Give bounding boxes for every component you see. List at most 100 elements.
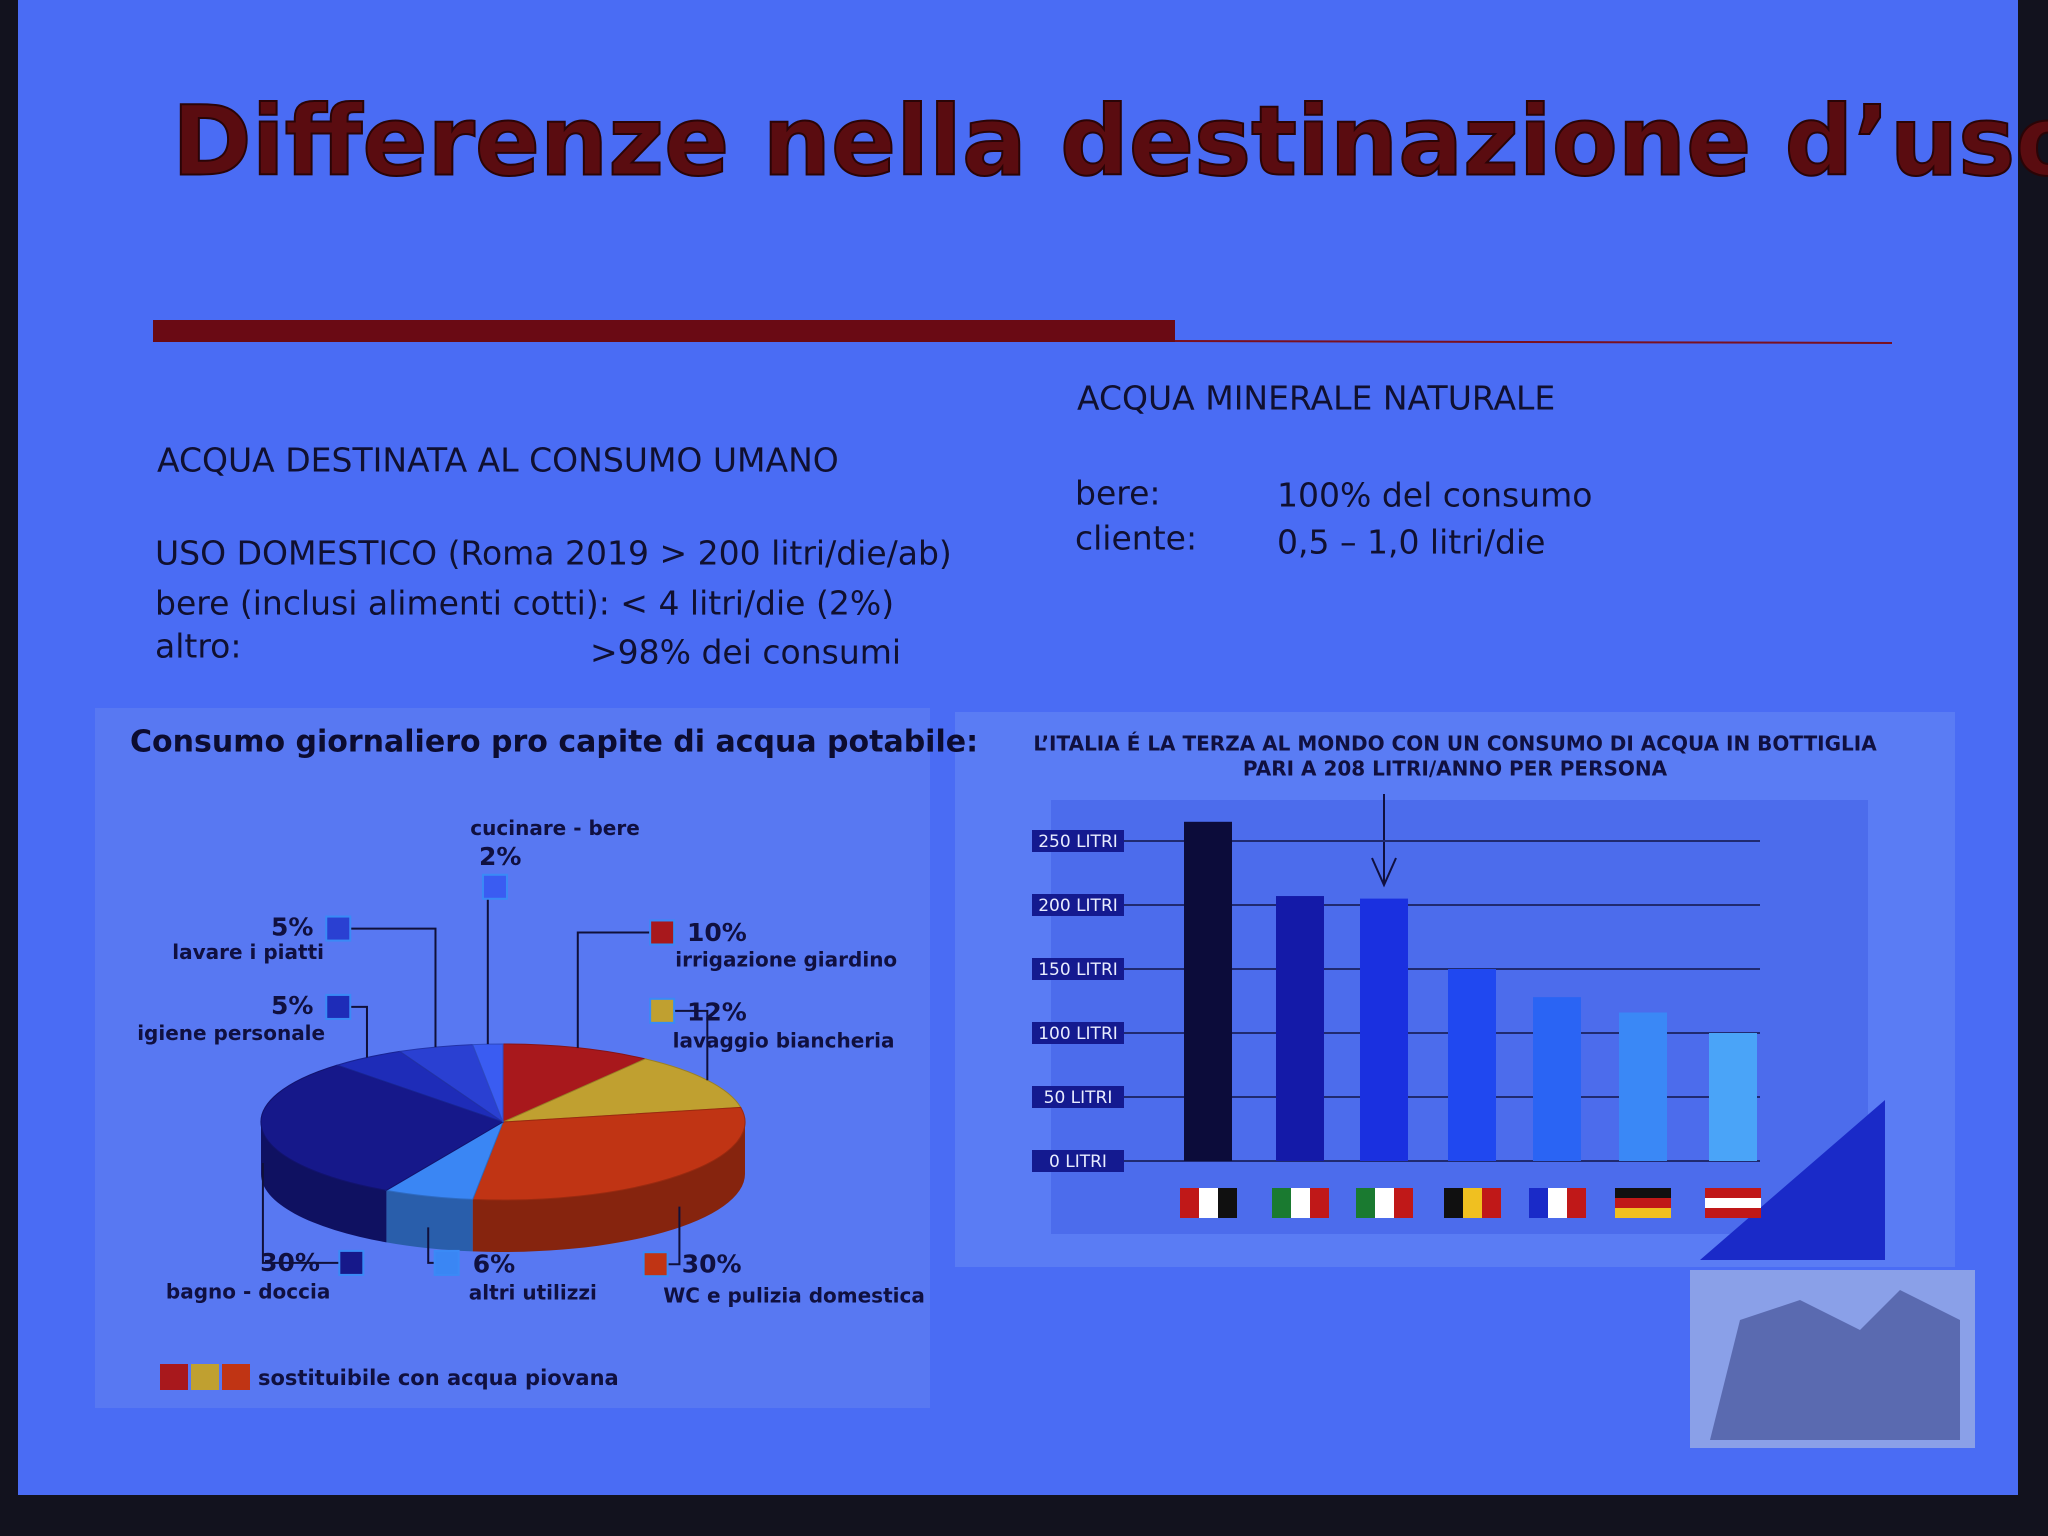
leader-line	[662, 1009, 709, 1081]
bar	[1709, 1033, 1757, 1161]
value-label: 5%	[271, 913, 313, 942]
pie-side	[261, 1122, 387, 1243]
bar	[1276, 896, 1324, 1161]
chart-title: PARI A 208 LITRI/ANNO PER PERSONA	[1243, 757, 1668, 781]
flag-stripe	[1444, 1188, 1463, 1218]
row-key: cliente:	[1075, 519, 1197, 558]
pie-slice	[471, 1106, 746, 1201]
leader-line	[576, 931, 663, 1048]
note: sostituibile con acqua piovana	[258, 1366, 619, 1390]
tick-tag	[1032, 1150, 1124, 1172]
flag-stripe	[1375, 1188, 1394, 1218]
text-line: bere (inclusi alimenti cotti): < 4 litri…	[155, 584, 894, 623]
leader-line	[261, 1162, 352, 1264]
flag-stripe	[1615, 1208, 1671, 1218]
flag-stripe	[1615, 1198, 1671, 1208]
legend-swatch	[338, 1249, 365, 1276]
value-label: 30%	[260, 1248, 320, 1277]
legend-swatch	[649, 919, 676, 946]
flag-stripe	[1356, 1188, 1375, 1218]
legend-swatch	[481, 873, 508, 900]
flag-stripe	[1705, 1188, 1761, 1198]
flag-stripe	[1180, 1188, 1199, 1218]
row-value: >98% dei consumi	[590, 633, 901, 672]
value-label: 5%	[271, 991, 313, 1020]
y-tick-label: 200 LITRI	[1038, 896, 1118, 916]
value-label: 2%	[479, 842, 521, 871]
pie-slice	[502, 1043, 647, 1123]
row-key: altro:	[155, 627, 241, 666]
row-value: 100% del consumo	[1277, 476, 1592, 515]
pie-slice	[471, 1043, 504, 1123]
flag-stripe	[1394, 1188, 1413, 1218]
value-label: 6%	[473, 1250, 515, 1279]
legend-swatch	[433, 1249, 460, 1276]
legend-swatch	[649, 997, 676, 1024]
text-line: USO DOMESTICO (Roma 2019 > 200 litri/die…	[155, 534, 952, 573]
flag-stripe	[1567, 1188, 1586, 1218]
bar	[1619, 1012, 1667, 1161]
y-tick-label: 150 LITRI	[1038, 960, 1118, 980]
flag-stripe	[1529, 1188, 1548, 1218]
bar	[1184, 821, 1232, 1161]
slice-label: lavare i piatti	[172, 940, 324, 964]
slice-label: irrigazione giardino	[675, 948, 897, 972]
value-label: 10%	[687, 918, 747, 947]
legend-swatch	[325, 915, 352, 942]
flag-stripe	[1463, 1188, 1482, 1218]
flag-stripe	[1548, 1188, 1567, 1218]
row-value: 0,5 – 1,0 litri/die	[1277, 523, 1545, 562]
y-tick-label: 50 LITRI	[1044, 1088, 1113, 1108]
legend-swatch	[325, 993, 352, 1020]
tick-tag	[1032, 958, 1124, 980]
title-bar	[153, 320, 1175, 342]
flag-stripe	[1615, 1188, 1671, 1198]
tick-tag	[1032, 894, 1124, 916]
flag-stripe	[1272, 1188, 1291, 1218]
flag-stripe	[1218, 1188, 1237, 1218]
heading: ACQUA MINERALE NATURALE	[1077, 379, 1555, 418]
bar	[1360, 898, 1408, 1161]
bar	[1448, 969, 1496, 1161]
slice-label: altri utilizzi	[469, 1281, 597, 1305]
flag-stripe	[1291, 1188, 1310, 1218]
note-swatch	[222, 1364, 250, 1390]
row-key: bere:	[1075, 474, 1161, 513]
flag-stripe	[1705, 1208, 1761, 1218]
chart-title: Consumo giornaliero pro capite di acqua …	[130, 725, 978, 760]
bar	[1533, 997, 1581, 1161]
value-label: 30%	[682, 1250, 742, 1279]
y-tick-label: 0 LITRI	[1049, 1152, 1107, 1172]
corner-shape	[1700, 1100, 1885, 1260]
pie-side	[472, 1122, 745, 1252]
slice-label: igiene personale	[137, 1021, 325, 1045]
pie-slice	[260, 1064, 505, 1191]
tick-tag	[1032, 830, 1124, 852]
legend-swatch	[642, 1251, 669, 1278]
pie-slice	[502, 1058, 742, 1123]
leader-line	[338, 927, 437, 1048]
slice-label: bagno - doccia	[166, 1279, 330, 1303]
flag-stripe	[1199, 1188, 1218, 1218]
flag-stripe	[1482, 1188, 1501, 1218]
slide-title: Differenze nella destinazione d’uso	[172, 85, 2048, 197]
slice-label: cucinare - bere	[470, 816, 640, 840]
slice-label: lavaggio biancheria	[673, 1029, 895, 1053]
note-swatch	[191, 1364, 219, 1390]
pie-side	[386, 1190, 473, 1252]
value-label: 12%	[687, 997, 747, 1026]
flag-stripe	[1705, 1198, 1761, 1208]
slice-label: WC e pulizia domestica	[663, 1283, 925, 1307]
y-tick-label: 100 LITRI	[1038, 1024, 1118, 1044]
title-rule	[1174, 340, 1893, 344]
y-tick-label: 250 LITRI	[1038, 832, 1118, 852]
tick-tag	[1032, 1022, 1124, 1044]
heading: ACQUA DESTINATA AL CONSUMO UMANO	[157, 441, 839, 480]
arrow-head	[1371, 857, 1397, 888]
flag-stripe	[1310, 1188, 1329, 1218]
note-swatch	[160, 1364, 188, 1390]
tick-tag	[1032, 1086, 1124, 1108]
picture-drawing	[1710, 1290, 1960, 1440]
